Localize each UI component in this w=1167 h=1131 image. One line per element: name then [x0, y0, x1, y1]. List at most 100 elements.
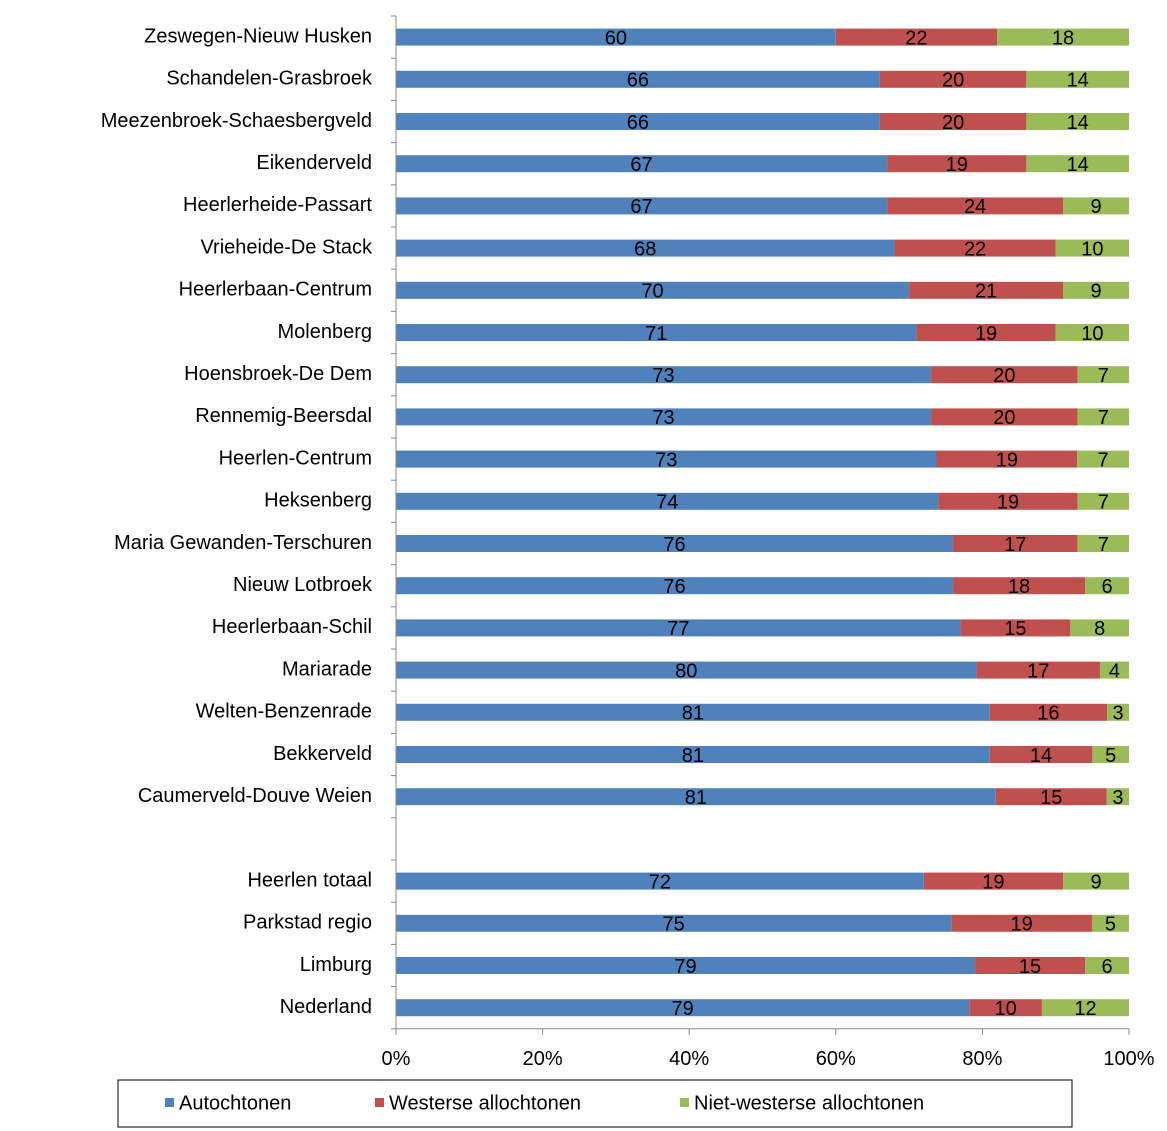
data-label: 10	[1081, 323, 1103, 345]
data-label: 6	[1101, 576, 1112, 598]
bar-segment	[1063, 197, 1129, 215]
bar-segment	[997, 28, 1129, 46]
bar-segment	[396, 872, 924, 890]
bar-segment	[916, 324, 1056, 341]
bar-segment	[938, 492, 1078, 510]
bar-segment	[396, 535, 954, 552]
data-label: 17	[1004, 534, 1026, 556]
x-tick-label: 80%	[962, 1048, 1002, 1070]
data-label: 12	[1074, 998, 1096, 1020]
data-label: 7	[1098, 492, 1109, 514]
data-label: 14	[1030, 745, 1052, 767]
bar-segment	[1070, 619, 1129, 637]
data-label: 14	[1067, 154, 1089, 176]
data-label: 9	[1090, 281, 1101, 303]
data-label: 7	[1098, 534, 1109, 556]
bar-segment	[953, 577, 1086, 595]
data-label: 19	[946, 154, 968, 176]
data-label: 22	[905, 27, 927, 49]
data-label: 9	[1090, 871, 1101, 893]
category-label: Caumerveld-Douve Weien	[138, 785, 372, 807]
data-label: 77	[667, 618, 689, 640]
bar-segment	[396, 492, 939, 510]
data-label: 73	[652, 407, 674, 429]
bar-segment	[1099, 661, 1129, 679]
bar-segment	[909, 281, 1064, 299]
bar-segment	[396, 324, 917, 341]
bar-segment	[396, 70, 880, 88]
x-tick-label: 40%	[669, 1048, 709, 1070]
data-label: 5	[1105, 914, 1116, 936]
bar-segment	[1063, 281, 1129, 299]
data-label: 17	[1027, 660, 1049, 682]
bar-segment	[1106, 788, 1129, 806]
category-label: Meezenbroek-Schaesbergveld	[101, 110, 372, 132]
data-label: 22	[964, 238, 986, 260]
data-label: 20	[993, 365, 1015, 387]
data-label: 18	[1052, 27, 1074, 49]
category-label: Parkstad regio	[243, 912, 372, 934]
bar-segment	[989, 746, 1093, 763]
data-label: 20	[942, 70, 964, 92]
x-tick-label: 100%	[1103, 1048, 1154, 1070]
category-label: Nederland	[280, 996, 372, 1018]
bar-segment	[1055, 239, 1129, 257]
bar-segment	[396, 239, 895, 257]
data-label: 19	[982, 871, 1004, 893]
category-label: Heerlerheide-Passart	[183, 194, 372, 216]
data-label: 67	[630, 196, 652, 218]
category-label: Maria Gewanden-Terschuren	[114, 532, 372, 554]
data-label: 19	[997, 492, 1019, 514]
bar-segment	[396, 366, 932, 384]
bar-segment	[995, 788, 1107, 806]
bar-segment	[931, 366, 1078, 384]
data-label: 3	[1112, 787, 1123, 809]
data-label: 66	[627, 112, 649, 134]
category-label: Vrieheide-De Stack	[200, 236, 373, 258]
data-label: 14	[1067, 70, 1089, 92]
legend-label: Niet-westerse allochtonen	[694, 1092, 924, 1114]
bar-segment	[1092, 746, 1129, 763]
data-label: 19	[975, 323, 997, 345]
data-label: 81	[682, 745, 704, 767]
category-label: Molenberg	[277, 321, 372, 343]
bar-segment	[396, 408, 932, 426]
bar-segment	[887, 197, 1064, 215]
bar-segment	[396, 155, 888, 173]
category-label: Schandelen-Grasbroek	[166, 68, 373, 90]
x-tick-label: 60%	[816, 1048, 856, 1070]
category-label: Zeswegen-Nieuw Husken	[144, 25, 372, 47]
data-label: 6	[1101, 956, 1112, 978]
category-label: Heerlen totaal	[247, 869, 372, 891]
category-label: Limburg	[300, 954, 372, 976]
bar-segment	[396, 281, 910, 299]
category-label: Rennemig-Beersdal	[195, 405, 372, 427]
bar-segment	[1077, 408, 1129, 426]
data-label: 15	[1040, 787, 1062, 809]
bar-segment	[1077, 366, 1129, 384]
data-label: 60	[605, 27, 627, 49]
category-label: Nieuw Lotbroek	[233, 574, 373, 596]
bar-segment	[396, 197, 888, 215]
data-label: 66	[627, 70, 649, 92]
bar-segment	[969, 999, 1042, 1017]
data-label: 76	[663, 534, 685, 556]
legend-box	[117, 1079, 1073, 1128]
bar-segment	[396, 746, 990, 763]
legend-swatch	[165, 1098, 174, 1107]
data-label: 71	[645, 323, 667, 345]
data-label: 15	[1019, 956, 1041, 978]
category-label: Mariarade	[282, 658, 372, 680]
bar-segment	[396, 113, 880, 130]
data-label: 19	[996, 449, 1018, 471]
legend-label: Autochtonen	[179, 1092, 291, 1114]
bar-segment	[976, 661, 1100, 679]
bar-segment	[1077, 535, 1129, 552]
data-label: 68	[634, 238, 656, 260]
category-label: Bekkerveld	[273, 743, 372, 765]
legend-swatch	[680, 1098, 689, 1107]
bar-segment	[396, 661, 977, 679]
data-label: 4	[1109, 660, 1120, 682]
bar-segment	[396, 619, 961, 637]
